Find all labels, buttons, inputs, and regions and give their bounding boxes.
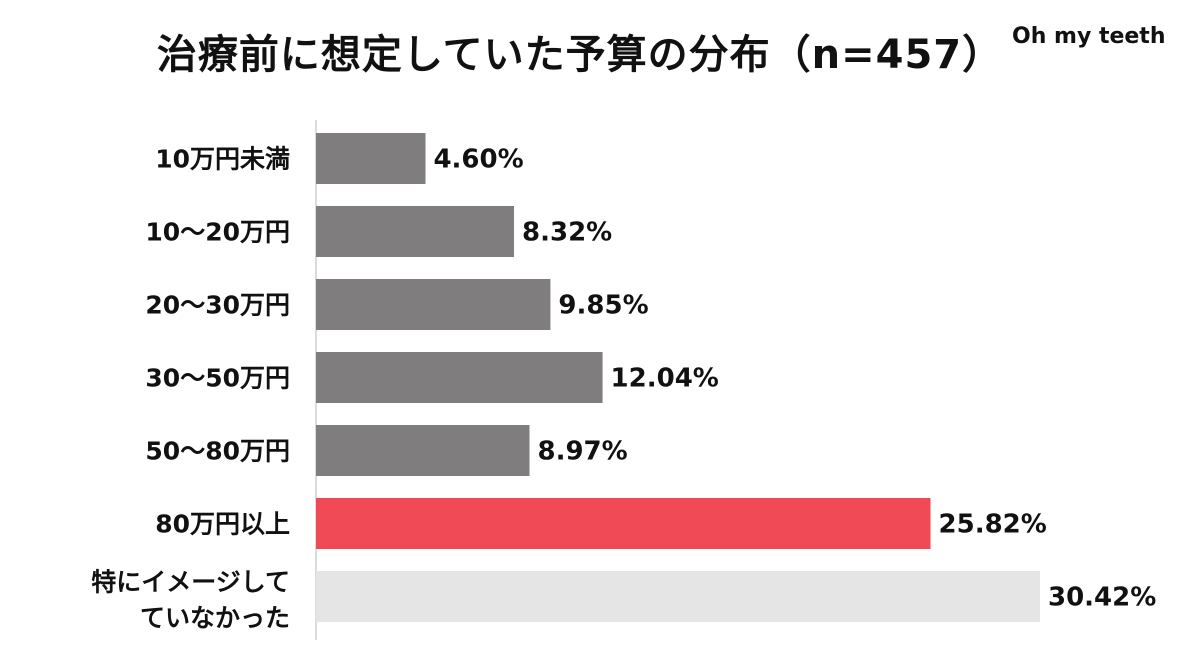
- category-label-5: 80万円以上: [155, 510, 290, 539]
- bar-group: 4.60% 10万円未満 8.32% 10〜20万円 9.85% 20〜30万円 12.04…: [91, 133, 1156, 633]
- bar-5: [316, 498, 931, 549]
- category-label-3: 30〜50万円: [145, 364, 290, 393]
- category-label-1: 10〜20万円: [145, 218, 290, 247]
- bar-3: [316, 352, 603, 403]
- bar-1: [316, 206, 515, 257]
- value-label-0: 4.60%: [433, 145, 523, 175]
- value-label-5: 25.82%: [939, 510, 1047, 540]
- category-label-4: 50〜80万円: [145, 437, 290, 466]
- category-label-2: 20〜30万円: [145, 291, 290, 320]
- category-label-6-line-0: 特にイメージして: [91, 568, 290, 597]
- value-label-6: 30.42%: [1048, 583, 1156, 613]
- chart-title: 治療前に想定していた予算の分布（n=457）: [156, 32, 1004, 78]
- bar-0: [316, 133, 426, 184]
- bar-2: [316, 279, 551, 330]
- value-label-3: 12.04%: [611, 364, 719, 394]
- category-label-6-line-1: ていなかった: [140, 604, 290, 633]
- category-label-0: 10万円未満: [155, 145, 290, 174]
- bar-6: [316, 571, 1040, 622]
- value-label-2: 9.85%: [558, 291, 648, 321]
- value-label-1: 8.32%: [522, 218, 612, 248]
- brand-logo-text: Oh my teeth: [1012, 24, 1166, 49]
- bar-4: [316, 425, 530, 476]
- value-label-4: 8.97%: [537, 437, 627, 467]
